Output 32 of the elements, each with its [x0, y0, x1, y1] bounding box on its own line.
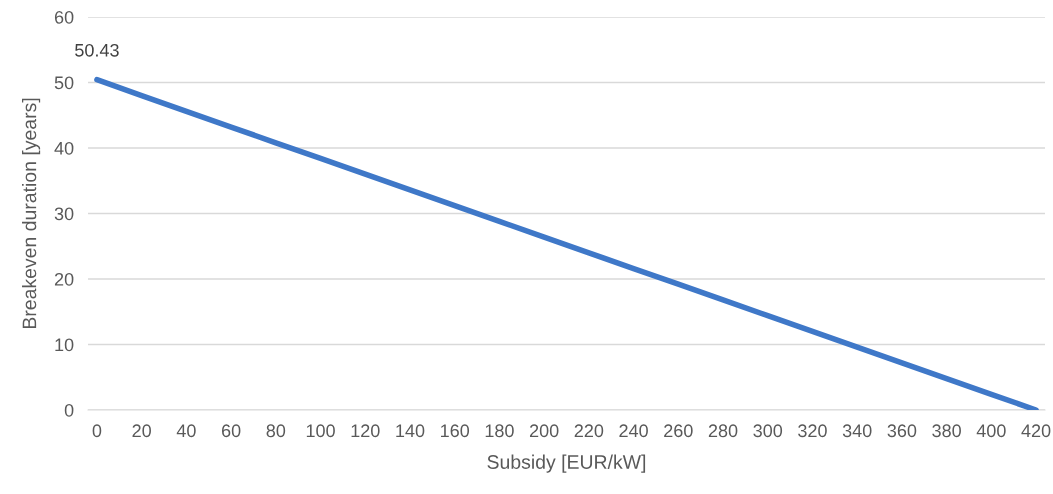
x-tick-label: 280 [708, 424, 738, 438]
y-axis-title: Breakeven duration [years] [22, 98, 41, 329]
x-axis-title: Subsidy [EUR/kW] [487, 454, 646, 473]
y-tick-label: 60 [54, 10, 74, 24]
x-tick-label: 20 [132, 424, 151, 438]
x-tick-label: 240 [619, 424, 648, 438]
x-tick-label: 180 [485, 424, 514, 438]
y-tick-label: 50 [54, 76, 74, 90]
x-tick-label: 380 [932, 424, 961, 438]
x-tick-label: 320 [798, 424, 827, 438]
x-tick-label: 260 [664, 424, 693, 438]
x-tick-label: 80 [266, 424, 286, 438]
y-tick-label: 40 [54, 141, 74, 155]
x-tick-label: 60 [221, 424, 241, 438]
y-tick-label: 30 [54, 207, 74, 221]
x-tick-label: 360 [887, 424, 917, 438]
x-tick-label: 200 [529, 424, 559, 438]
x-tick-label: 420 [1021, 424, 1051, 438]
y-tick-label: 10 [55, 338, 74, 352]
x-tick-label: 300 [753, 424, 783, 438]
x-tick-label: 0 [92, 424, 102, 438]
x-tick-label: 140 [396, 424, 425, 438]
x-tick-label: 40 [176, 424, 196, 438]
x-tick-label: 220 [574, 424, 604, 438]
y-tick-label: 20 [54, 272, 74, 286]
x-tick-label: 120 [351, 424, 380, 438]
x-tick-label: 400 [976, 424, 1006, 438]
x-tick-label: 340 [842, 424, 872, 438]
y-tick-label: 0 [64, 403, 74, 417]
data-label: 50.43 [75, 43, 119, 57]
x-tick-label: 160 [441, 424, 470, 438]
x-tick-label: 100 [306, 424, 335, 438]
